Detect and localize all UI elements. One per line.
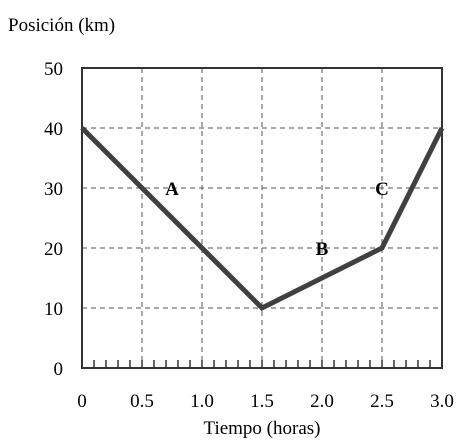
- y-tick-labels: 0 10 20 30 40 50: [44, 59, 63, 380]
- x-tick-label: 0.5: [130, 391, 154, 412]
- x-axis-label: Tiempo (horas): [204, 418, 321, 439]
- grid-lines: [82, 68, 442, 368]
- y-axis-label: Posición (km): [8, 15, 115, 36]
- x-tick-label: 1.5: [250, 391, 274, 412]
- y-tick-label: 40: [44, 119, 63, 140]
- segment-labels: A B C: [165, 179, 389, 260]
- y-tick-label: 0: [54, 359, 64, 380]
- y-tick-label: 10: [44, 299, 63, 320]
- x-tick-label: 3.0: [430, 391, 454, 412]
- segment-label-c: C: [375, 179, 389, 200]
- x-tick-label: 1.0: [190, 391, 214, 412]
- y-tick-label: 20: [44, 239, 63, 260]
- x-tick-labels: 0 0.5 1.0 1.5 2.0 2.5 3.0: [77, 391, 454, 412]
- segment-label-a: A: [165, 179, 179, 200]
- segment-label-b: B: [316, 239, 329, 260]
- x-tick-label: 0: [77, 391, 87, 412]
- x-tick-label: 2.5: [370, 391, 394, 412]
- y-tick-label: 30: [44, 179, 63, 200]
- y-tick-label: 50: [44, 59, 63, 80]
- series-lines: [80, 126, 445, 312]
- minor-ticks: [93, 360, 431, 368]
- position-line: [80, 126, 445, 312]
- x-tick-label: 2.0: [310, 391, 334, 412]
